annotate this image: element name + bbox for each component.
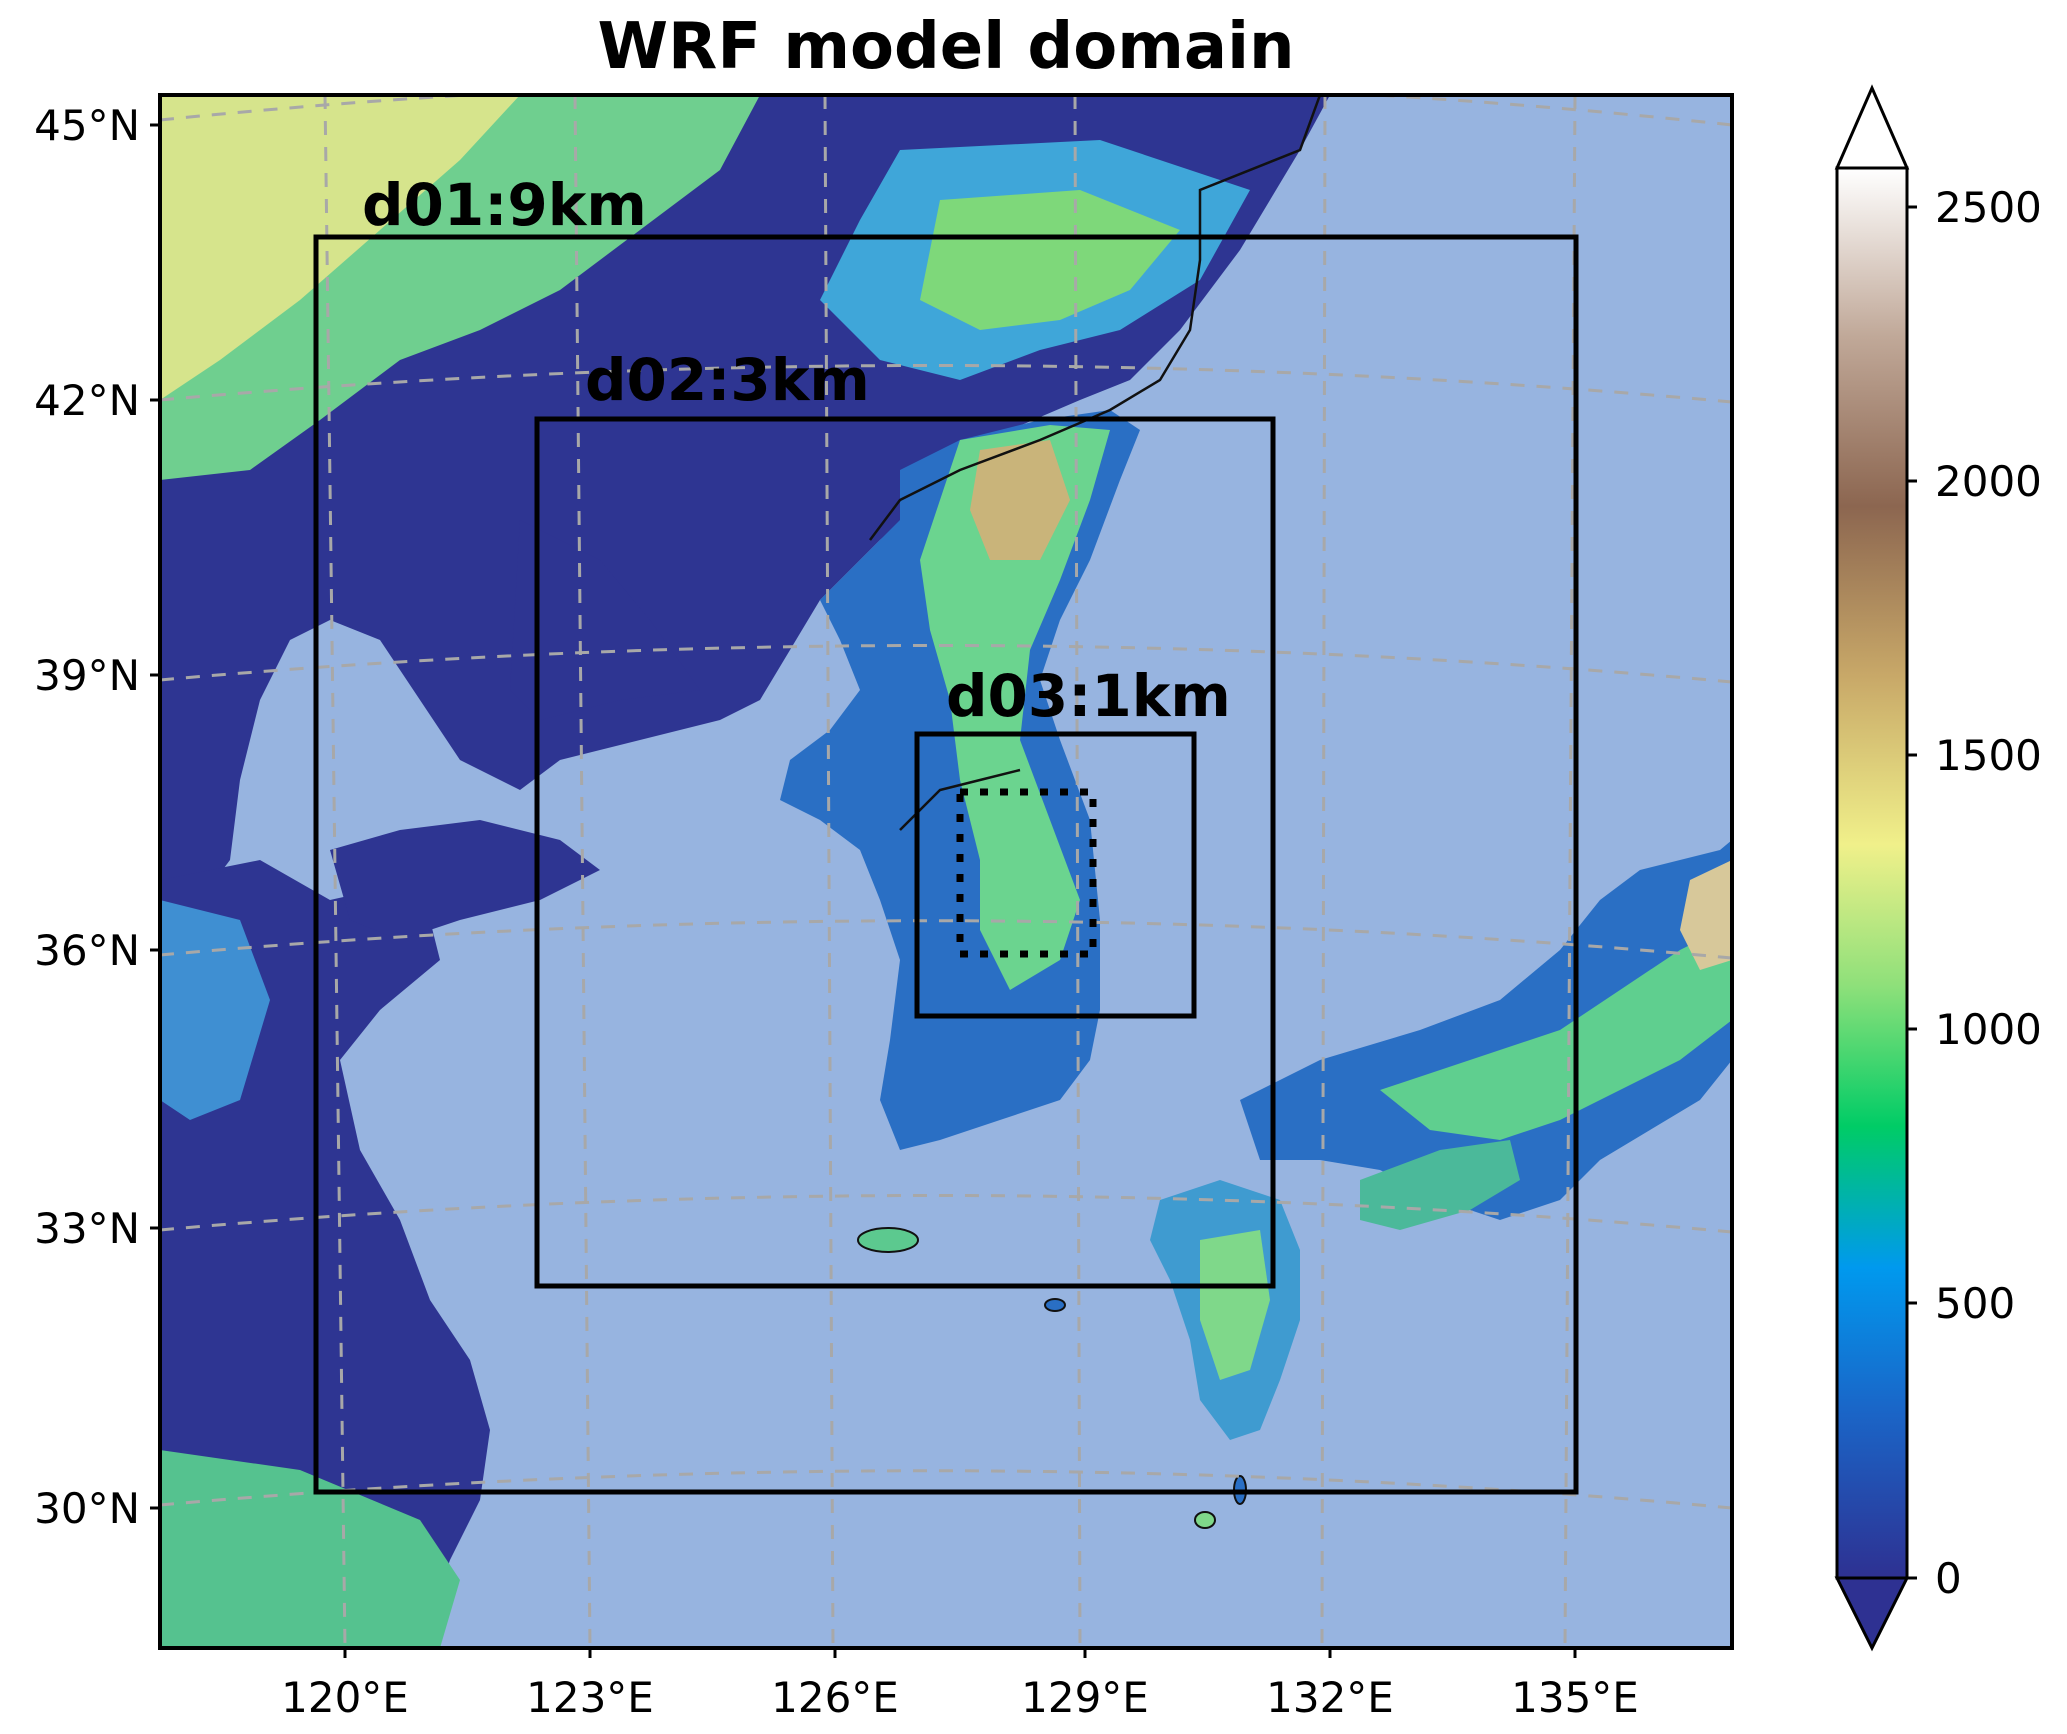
colorbar-gradient — [1835, 166, 1909, 1580]
colorbar-tick-2000: 2000 — [1935, 457, 2042, 506]
yakushima-island — [1194, 1511, 1216, 1529]
lon-label-132: 132°E — [1266, 1673, 1394, 1722]
grid-lat-30 — [160, 1469, 1732, 1510]
grid-lat-42 — [160, 364, 1732, 404]
lat-label-39: 39°N — [34, 651, 140, 700]
korea-mountains — [920, 425, 1110, 990]
grid-lat-33 — [160, 1194, 1732, 1234]
grid-lat-39 — [160, 644, 1732, 684]
border-dmz — [899, 768, 1021, 831]
lat-label-45: 45°N — [34, 101, 140, 150]
land-liaodong — [510, 520, 700, 720]
lat-label-30: 30°N — [34, 1484, 140, 1533]
honshu-green — [1380, 920, 1732, 1140]
map-panel — [160, 95, 1732, 1648]
domain-d01-label: d01:9km — [362, 171, 647, 239]
domain-d03-label: d03:1km — [946, 662, 1231, 730]
domain-d02-label: d02:3km — [585, 346, 870, 414]
study-area-box — [956, 788, 1097, 958]
colorbar: 0 500 1000 1500 2000 2500 — [1834, 84, 2042, 1652]
south-hills — [160, 1450, 460, 1648]
lon-label-123: 123°E — [526, 1673, 654, 1722]
domain-d02-box — [534, 416, 1276, 1289]
lon-label-129: 129°E — [1021, 1673, 1149, 1722]
border-china-nk — [869, 95, 1322, 541]
lon-label-126: 126°E — [771, 1673, 899, 1722]
colorbar-tick-1500: 1500 — [1935, 731, 2042, 780]
lat-axis: 45°N 42°N 39°N 36°N 33°N 30°N — [34, 101, 160, 1533]
lon-label-135: 135°E — [1511, 1673, 1639, 1722]
japan-alps — [1680, 860, 1732, 970]
domain-d01-box — [313, 234, 1579, 1495]
lon-axis: 120°E 123°E 126°E 129°E 132°E 135°E — [281, 1648, 1639, 1722]
graticule — [160, 95, 1732, 1648]
colorbar-tick-1000: 1000 — [1935, 1005, 2042, 1054]
land-honshu — [1240, 840, 1732, 1220]
jeju-island — [857, 1227, 919, 1253]
shandong — [330, 820, 600, 940]
lat-label-42: 42°N — [34, 376, 140, 425]
map-title: WRF model domain — [597, 10, 1294, 84]
colorbar-tick-2500: 2500 — [1935, 183, 2042, 232]
lat-label-33: 33°N — [34, 1204, 140, 1253]
manchuria-green — [920, 190, 1180, 330]
colorbar-extend-top — [1834, 84, 1910, 170]
land-shikoku — [1360, 1140, 1520, 1230]
kyushu-green — [1200, 1230, 1270, 1380]
highland-north-yellow — [160, 95, 520, 400]
map-frame — [158, 93, 1734, 1650]
colorbar-tick-500: 500 — [1935, 1279, 2015, 1328]
grid-lat-45 — [160, 95, 1732, 127]
lat-label-36: 36°N — [34, 926, 140, 975]
korea-highpeak — [970, 440, 1070, 560]
tsushima-island — [1044, 1298, 1066, 1312]
grid-lat-36 — [160, 919, 1732, 960]
domain-d03-box — [914, 731, 1197, 1019]
lon-label-120: 120°E — [281, 1673, 409, 1722]
west-hills — [160, 900, 270, 1120]
colorbar-tick-0: 0 — [1935, 1554, 1962, 1603]
colorbar-extend-bottom — [1834, 1576, 1910, 1652]
